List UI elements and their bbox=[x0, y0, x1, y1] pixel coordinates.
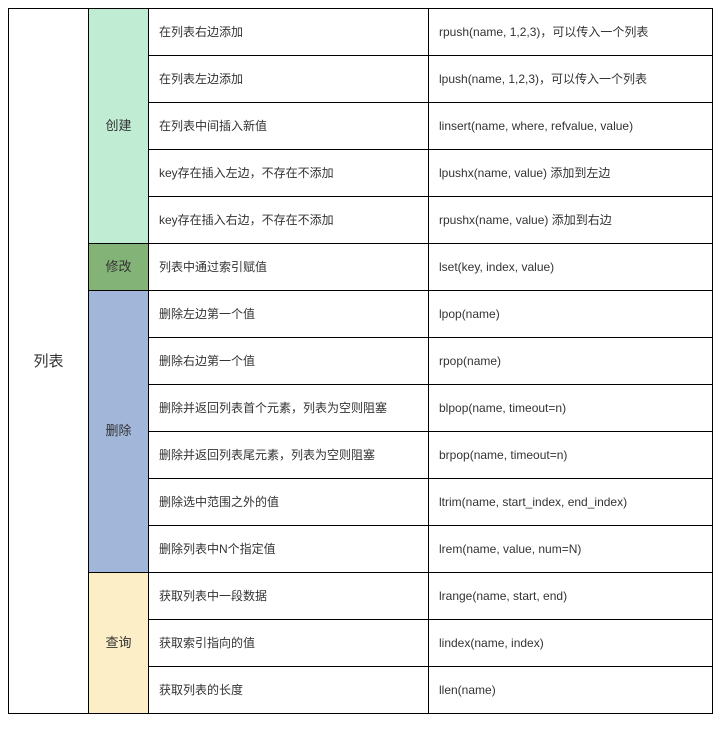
desc-cell: 获取索引指向的值 bbox=[149, 620, 429, 667]
desc-cell: 在列表右边添加 bbox=[149, 9, 429, 56]
code-cell: ltrim(name, start_index, end_index) bbox=[429, 479, 713, 526]
desc-cell: 列表中通过索引赋值 bbox=[149, 244, 429, 291]
desc-cell: 删除并返回列表首个元素，列表为空则阻塞 bbox=[149, 385, 429, 432]
category-modify-cell: 修改 bbox=[89, 244, 149, 291]
code-cell: lset(key, index, value) bbox=[429, 244, 713, 291]
desc-cell: 删除并返回列表尾元素，列表为空则阻塞 bbox=[149, 432, 429, 479]
code-cell: lpushx(name, value) 添加到左边 bbox=[429, 150, 713, 197]
category-create-cell: 创建 bbox=[89, 9, 149, 244]
code-cell: llen(name) bbox=[429, 667, 713, 714]
desc-cell: 在列表中间插入新值 bbox=[149, 103, 429, 150]
desc-cell: 获取列表中一段数据 bbox=[149, 573, 429, 620]
code-cell: lpop(name) bbox=[429, 291, 713, 338]
code-cell: rpop(name) bbox=[429, 338, 713, 385]
code-cell: lrange(name, start, end) bbox=[429, 573, 713, 620]
main-category-cell: 列表 bbox=[9, 9, 89, 714]
desc-cell: 获取列表的长度 bbox=[149, 667, 429, 714]
code-cell: brpop(name, timeout=n) bbox=[429, 432, 713, 479]
table-row: 删除 删除左边第一个值 lpop(name) bbox=[9, 291, 713, 338]
redis-list-commands-table: 列表 创建 在列表右边添加 rpush(name, 1,2,3)，可以传入一个列… bbox=[8, 8, 713, 714]
desc-cell: key存在插入右边，不存在不添加 bbox=[149, 197, 429, 244]
desc-cell: key存在插入左边，不存在不添加 bbox=[149, 150, 429, 197]
code-cell: lindex(name, index) bbox=[429, 620, 713, 667]
code-cell: rpushx(name, value) 添加到右边 bbox=[429, 197, 713, 244]
category-delete-cell: 删除 bbox=[89, 291, 149, 573]
desc-cell: 删除右边第一个值 bbox=[149, 338, 429, 385]
code-cell: blpop(name, timeout=n) bbox=[429, 385, 713, 432]
desc-cell: 删除列表中N个指定值 bbox=[149, 526, 429, 573]
table-row: 列表 创建 在列表右边添加 rpush(name, 1,2,3)，可以传入一个列… bbox=[9, 9, 713, 56]
code-cell: lpush(name, 1,2,3)，可以传入一个列表 bbox=[429, 56, 713, 103]
table-row: 查询 获取列表中一段数据 lrange(name, start, end) bbox=[9, 573, 713, 620]
table-row: 修改 列表中通过索引赋值 lset(key, index, value) bbox=[9, 244, 713, 291]
code-cell: rpush(name, 1,2,3)，可以传入一个列表 bbox=[429, 9, 713, 56]
desc-cell: 删除选中范围之外的值 bbox=[149, 479, 429, 526]
code-cell: linsert(name, where, refvalue, value) bbox=[429, 103, 713, 150]
code-cell: lrem(name, value, num=N) bbox=[429, 526, 713, 573]
desc-cell: 在列表左边添加 bbox=[149, 56, 429, 103]
category-query-cell: 查询 bbox=[89, 573, 149, 714]
desc-cell: 删除左边第一个值 bbox=[149, 291, 429, 338]
